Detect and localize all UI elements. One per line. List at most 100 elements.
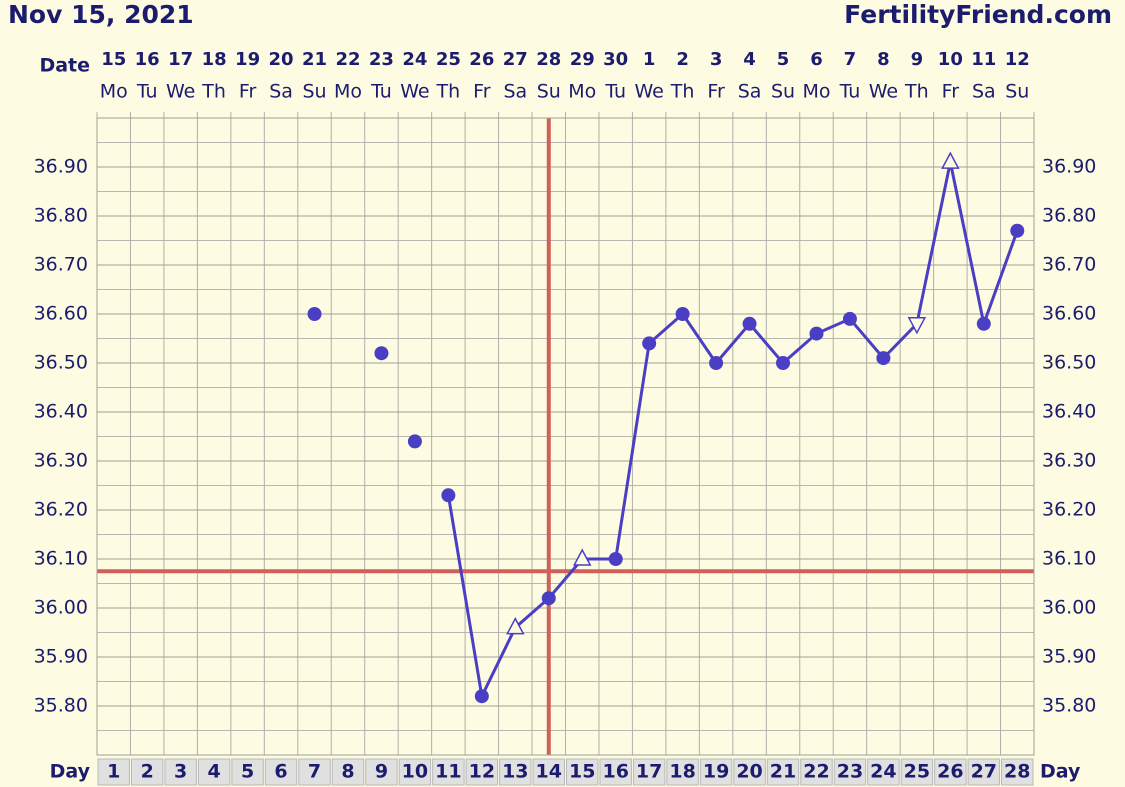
x-tick-label: 22: [803, 761, 829, 783]
weekday-label: Su: [771, 81, 795, 103]
date-label: 16: [135, 49, 160, 70]
date-label: 5: [777, 49, 790, 70]
y-tick-label: 36.60: [34, 303, 88, 325]
marker: [876, 351, 891, 366]
brand: FertilityFriend.com: [844, 0, 1112, 29]
day-box: [532, 758, 565, 786]
date-label: 7: [844, 49, 857, 70]
y-tick-label: 36.30: [34, 450, 88, 472]
marker: [1010, 223, 1025, 238]
marker: [642, 336, 657, 351]
day-box: [331, 758, 365, 786]
date-label: 9: [911, 49, 924, 70]
day-box: [833, 758, 867, 786]
marker: [709, 356, 724, 370]
marker: [976, 316, 991, 331]
marker: [675, 307, 690, 321]
x-tick-label: 17: [636, 761, 662, 783]
y2-tick-label: 36.80: [1042, 205, 1096, 227]
weekday-label: Th: [201, 81, 226, 103]
date-label: 15: [101, 49, 126, 70]
weekday-label: Tu: [839, 81, 861, 103]
day-box: [197, 758, 231, 786]
y2-tick-label: 35.90: [1042, 646, 1096, 668]
x-tick-label: 1: [107, 761, 120, 783]
day-box: [867, 758, 900, 786]
weekday-label: Fr: [942, 81, 960, 103]
x-tick-label: 27: [971, 761, 997, 783]
date-label: 25: [436, 49, 461, 70]
marker: [474, 689, 489, 704]
weekday-label: Fr: [707, 81, 725, 103]
day-box: [130, 758, 164, 786]
weekday-label: Mo: [802, 81, 830, 103]
day-box: [499, 758, 532, 786]
y2-tick-label: 36.00: [1042, 597, 1096, 619]
date-label: 18: [202, 49, 227, 70]
x-tick-label: 21: [770, 761, 796, 783]
weekday-label: We: [869, 81, 898, 103]
y2-tick-label: 36.10: [1042, 548, 1096, 570]
marker: [842, 311, 857, 326]
date-label: 23: [369, 49, 394, 70]
date-label: 21: [302, 49, 327, 70]
y-tick-label: 36.00: [34, 597, 88, 619]
date-label: 1: [643, 49, 656, 70]
day-box: [365, 758, 398, 786]
y-tick-label: 36.10: [34, 548, 88, 570]
day-box: [1001, 758, 1034, 786]
weekday-label: Sa: [738, 81, 762, 103]
day-box: [934, 758, 967, 786]
marker: [506, 617, 525, 635]
day-box: [465, 758, 499, 786]
weekday-label: Su: [537, 81, 561, 103]
weekday-label: Mo: [334, 81, 362, 103]
weekday-label: Mo: [100, 81, 128, 103]
x-tick-label: 28: [1004, 761, 1030, 783]
marker: [941, 151, 960, 169]
day-box: [599, 758, 632, 786]
weekday-label: We: [634, 81, 663, 103]
y-tick-label: 36.90: [34, 156, 88, 178]
date-label: 3: [710, 49, 723, 70]
day-box: [766, 758, 800, 786]
weekday-label: Mo: [568, 81, 596, 103]
date-label: 17: [168, 49, 193, 70]
day-box: [164, 758, 197, 786]
day-box: [666, 758, 699, 786]
chart-title: Nov 15, 2021: [8, 0, 194, 29]
x-tick-label: 18: [669, 761, 695, 783]
weekday-label: Tu: [136, 81, 158, 103]
weekday-label: Tu: [604, 81, 626, 103]
x-tick-label: 14: [536, 761, 562, 783]
day-box: [800, 758, 833, 786]
marker: [776, 356, 791, 370]
marker: [608, 552, 623, 566]
x-tick-label: 4: [208, 761, 221, 783]
y-tick-label: 35.80: [34, 695, 88, 717]
date-label: 11: [971, 49, 996, 70]
marker: [307, 307, 322, 321]
x-tick-label: 9: [375, 761, 388, 783]
date-label: 26: [469, 49, 494, 70]
weekday-label: We: [400, 81, 429, 103]
date-label: 2: [676, 49, 689, 70]
date-label: 30: [603, 49, 628, 70]
day-box: [398, 758, 432, 786]
y2-tick-label: 36.60: [1042, 303, 1096, 325]
marker: [907, 317, 927, 335]
x-tick-label: 5: [241, 761, 254, 783]
weekday-label: Tu: [370, 81, 392, 103]
date-label: 27: [503, 49, 528, 70]
marker: [441, 488, 456, 503]
x-tick-label: 26: [937, 761, 963, 783]
date-label: 29: [570, 49, 595, 70]
x-tick-label: 20: [736, 761, 762, 783]
x-tick-label: 2: [141, 761, 154, 783]
marker: [572, 548, 592, 566]
date-label: 24: [402, 49, 427, 70]
weekday-label: We: [166, 81, 195, 103]
weekday-label: Fr: [239, 81, 257, 103]
weekday-label: Sa: [503, 81, 527, 103]
date-label: 22: [335, 49, 360, 70]
